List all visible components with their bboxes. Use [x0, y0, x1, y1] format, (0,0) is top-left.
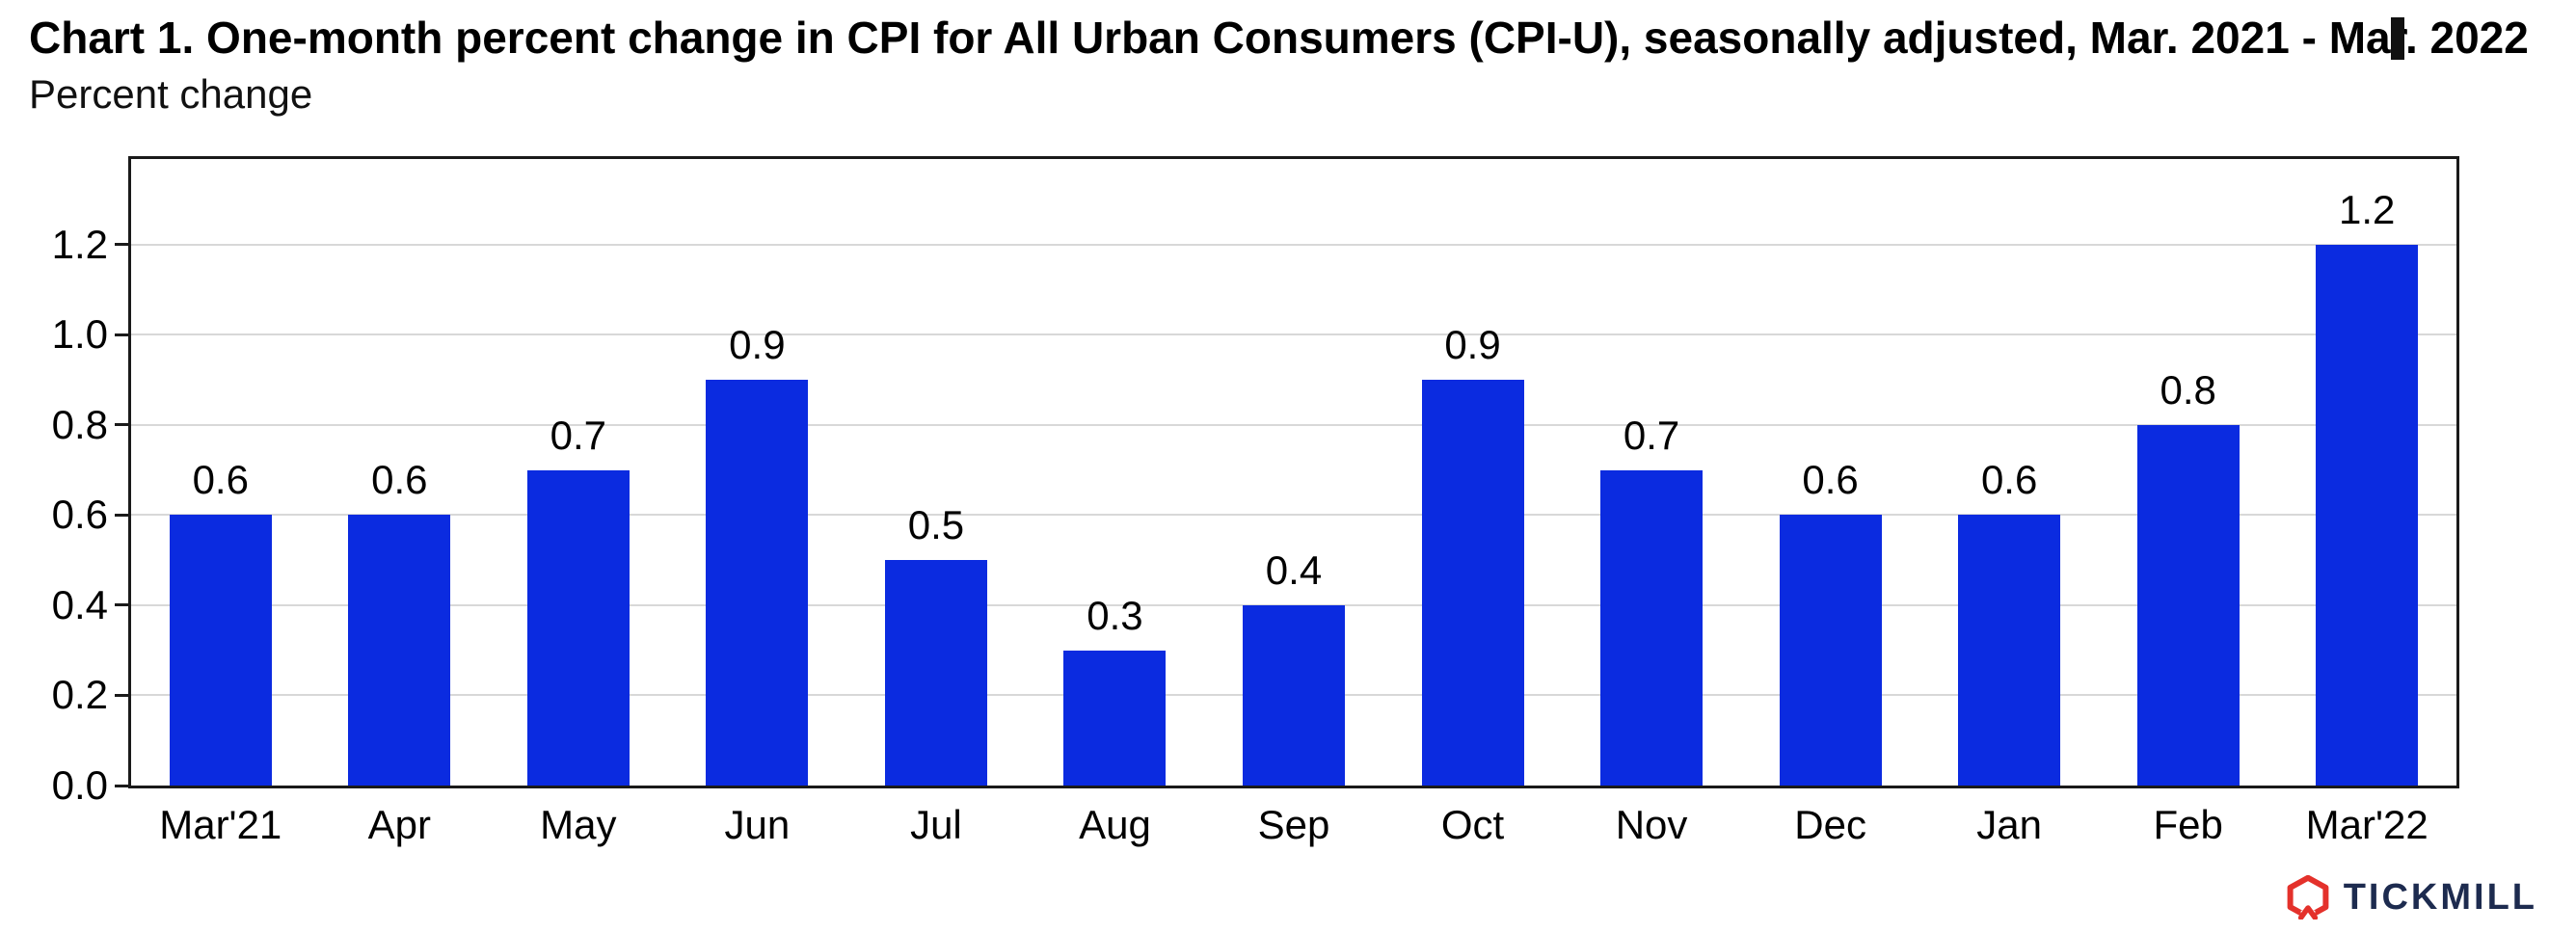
tickmill-icon	[2287, 875, 2329, 920]
gridline	[131, 333, 2456, 336]
bar-value-label: 0.6	[1980, 457, 2038, 503]
x-axis-label: Oct	[1440, 802, 1505, 847]
gridline	[131, 423, 2456, 426]
bar	[1063, 650, 1167, 786]
y-axis-label: 0.8	[51, 401, 108, 447]
bar	[169, 515, 272, 786]
bar-value-label: 0.6	[192, 457, 249, 503]
title-cursor-artifact	[2391, 17, 2404, 60]
y-axis-title: Percent change	[29, 71, 313, 117]
bar-value-label: 0.8	[2160, 366, 2216, 413]
x-axis-label: Mar'22	[2305, 802, 2428, 847]
y-axis-tick	[115, 603, 128, 607]
bar-value-label: 0.3	[1087, 592, 1143, 638]
y-axis-tick	[115, 513, 128, 517]
y-axis-label: 0.0	[51, 762, 108, 808]
gridline	[131, 243, 2456, 246]
y-axis-label: 0.2	[51, 672, 108, 718]
y-axis-label: 1.0	[51, 311, 108, 358]
y-axis-label: 0.6	[51, 492, 108, 538]
bar-value-label: 0.9	[1444, 322, 1501, 368]
bar-value-label: 0.9	[729, 322, 786, 368]
bar	[1600, 469, 1704, 786]
y-axis-tick	[115, 784, 128, 787]
bar	[1243, 604, 1345, 786]
bar	[2136, 424, 2240, 786]
bar-value-label: 0.5	[907, 502, 965, 548]
x-axis-label: Nov	[1615, 802, 1688, 847]
y-axis-label: 0.4	[51, 581, 108, 627]
y-axis-tick	[115, 333, 128, 336]
bar	[1958, 515, 2061, 786]
bar-value-label: 0.6	[371, 457, 428, 503]
x-axis-label: Mar'21	[159, 802, 282, 847]
bar	[1421, 380, 1524, 786]
y-axis-tick	[115, 693, 128, 697]
x-axis-label: Jan	[1976, 802, 2042, 847]
bar-value-label: 0.7	[550, 412, 607, 458]
bar	[348, 515, 451, 786]
bar	[706, 380, 809, 786]
brand-logo: TICKMILL	[2286, 875, 2537, 920]
x-axis-label: May	[540, 802, 617, 847]
bar	[1779, 515, 1882, 786]
bar	[884, 560, 987, 786]
brand-name: TICKMILL	[2343, 876, 2537, 918]
bar-value-label: 0.6	[1802, 457, 1859, 503]
x-axis-label: Dec	[1794, 802, 1866, 847]
x-axis-label: Feb	[2153, 802, 2223, 847]
chart-title: Chart 1. One-month percent change in CPI…	[29, 13, 2529, 63]
y-axis-label: 1.2	[51, 221, 108, 267]
x-axis-label: Sep	[1257, 802, 1330, 847]
bar-value-label: 0.4	[1265, 546, 1323, 593]
y-axis-tick	[115, 423, 128, 427]
bar-value-label: 1.2	[2339, 186, 2396, 232]
bar	[526, 469, 630, 786]
gridline	[131, 514, 2456, 517]
bar	[2316, 244, 2419, 786]
bar-value-label: 0.7	[1623, 412, 1680, 458]
x-axis-label: Jul	[910, 802, 962, 847]
x-axis-label: Apr	[367, 802, 431, 847]
y-axis-tick	[115, 243, 128, 247]
x-axis-label: Aug	[1079, 802, 1151, 847]
x-axis-label: Jun	[724, 802, 791, 847]
